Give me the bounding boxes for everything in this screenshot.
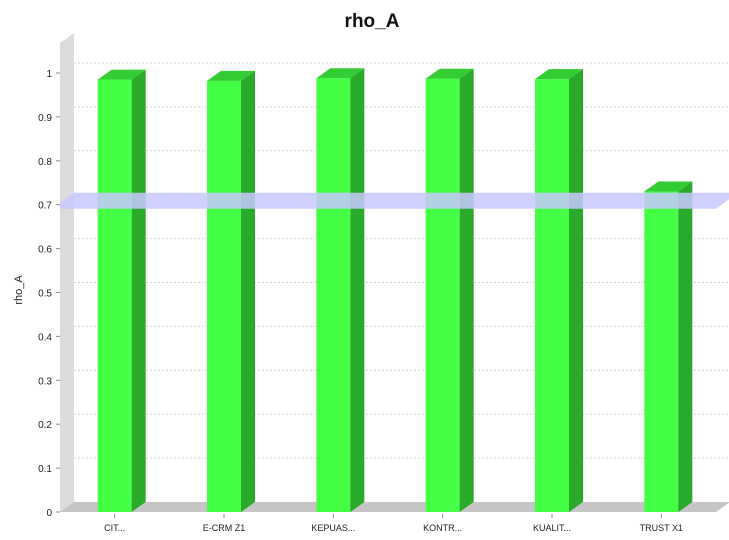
bar-front [97,79,132,513]
y-tick-label: 0.5 [38,289,52,300]
bar-front [316,78,351,512]
gridlines [74,62,729,459]
bar [97,69,146,513]
bar-side [131,69,146,513]
bar-front [644,191,679,512]
bar-front [425,78,460,512]
x-tick-label: KEPUAS... [311,523,355,533]
x-tick-label: TRUST X1 [640,523,683,533]
y-tick-label: 0.8 [38,157,52,168]
y-tick-label: 0.7 [38,201,52,212]
y-tick-label: 1 [46,69,52,80]
y-tick-label: 0.3 [38,376,52,387]
y-tick-label: 0.2 [38,420,52,431]
x-tick-label: E-CRM Z1 [203,523,246,533]
bar [316,68,365,512]
bar-top [316,68,365,79]
bar [207,70,255,512]
bar-front [535,79,569,513]
y-tick-label: 0.4 [38,332,52,343]
bar [425,68,474,512]
bar-top [207,70,255,81]
y-tick-label: 0.9 [38,113,52,124]
bar-top [97,69,146,80]
x-tick-label: KUALIT... [533,523,571,533]
y-axis-label: rho_A [13,275,25,305]
y-tick-label: 0.6 [38,245,52,256]
bar-side [241,70,255,512]
bar-side [459,68,474,512]
x-tick-label: CIT... [104,523,125,533]
threshold-line [60,192,729,209]
bars [97,68,693,513]
floor [60,502,729,512]
chart-title: rho_A [345,11,400,32]
bar [535,69,583,513]
y-axis-ticks: 0 0.1 0.2 0.3 0.4 0.5 0.6 0.7 0.8 0.9 1 [38,69,60,519]
bar [644,181,693,512]
bar-side [678,181,693,512]
left-wall [60,33,74,512]
y-tick-label: 0.1 [38,464,52,475]
bar-top [535,69,583,80]
x-tick-label: KONTR... [423,523,462,533]
y-tick-label: 0 [46,508,52,519]
plot-background [60,33,729,512]
bar-top [644,181,693,192]
x-axis-ticks: CIT... E-CRM Z1 KEPUAS... KONTR... KUALIT...… [104,514,683,533]
threshold-band [60,192,729,209]
bar-side [350,68,365,512]
bar-side [569,69,583,513]
bar-top [425,68,474,79]
bar-front [207,80,241,512]
